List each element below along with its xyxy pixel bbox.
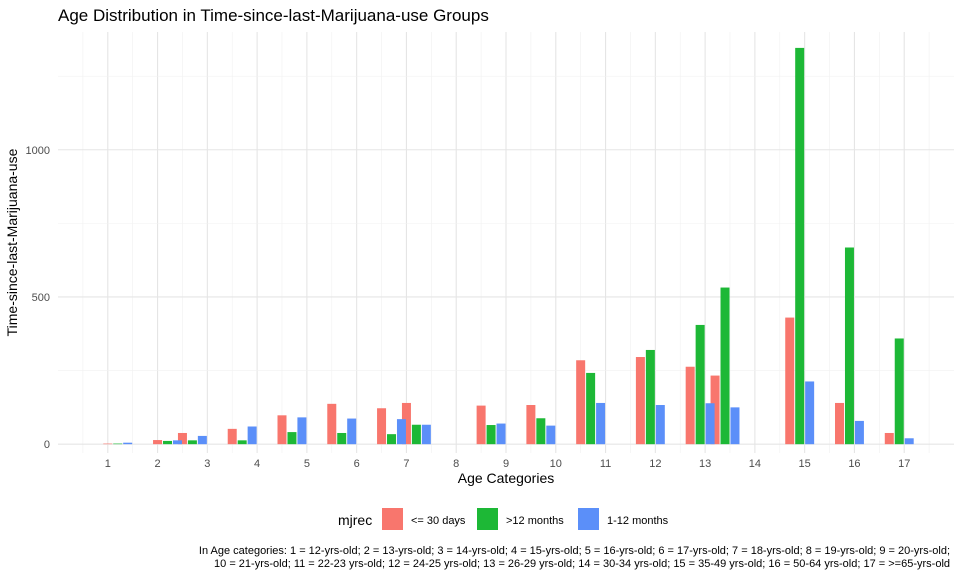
bar (387, 434, 397, 445)
x-tick-label: 6 (354, 458, 360, 470)
x-tick-label: 13 (699, 458, 711, 470)
bar (113, 443, 123, 445)
bar (894, 338, 904, 445)
bar (586, 372, 596, 445)
bar (695, 324, 705, 445)
bar (730, 407, 740, 445)
bar (844, 247, 854, 445)
legend-label: 1-12 months (607, 515, 669, 527)
bar (645, 349, 655, 445)
bar (486, 425, 496, 445)
legend: mjrec <= 30 days >12 months 1-12 months (338, 508, 669, 530)
bar (421, 424, 431, 445)
bar (496, 423, 506, 445)
x-tick-label: 3 (204, 458, 210, 470)
caption-line: In Age categories: 1 = 12-yrs-old; 2 = 1… (199, 545, 950, 557)
x-tick-label: 2 (154, 458, 160, 470)
x-tick-label: 5 (304, 458, 310, 470)
bar (411, 424, 421, 445)
legend-swatch (477, 508, 498, 530)
legend-label: <= 30 days (411, 515, 466, 527)
x-tick-label: 11 (600, 458, 611, 470)
gridlines (58, 32, 954, 453)
bar (401, 402, 411, 445)
bar (123, 442, 133, 445)
x-tick-label: 9 (503, 458, 509, 470)
bar (854, 420, 864, 445)
x-axis-ticks: 1 2 3 4 5 6 7 8 9 10 11 12 13 14 15 16 17 (105, 458, 911, 470)
legend-swatch (382, 508, 403, 530)
caption-line: 10 = 21-yrs-old; 11 = 22-23 yrs-old; 12 … (214, 558, 950, 570)
legend-title: mjrec (338, 512, 372, 528)
bar (536, 418, 546, 445)
bar (177, 432, 187, 445)
bar (904, 438, 914, 445)
x-tick-label: 7 (403, 458, 409, 470)
bar (163, 440, 173, 445)
y-axis-ticks: 0 500 1000 (26, 145, 50, 451)
bars (103, 47, 914, 445)
bar (884, 432, 894, 445)
bar (247, 426, 257, 445)
x-tick-label: 17 (898, 458, 910, 470)
bar (596, 402, 606, 445)
x-axis-label: Age Categories (458, 470, 555, 486)
bar (347, 418, 357, 445)
x-tick-label: 4 (254, 458, 260, 470)
bar (187, 440, 197, 445)
bar (635, 357, 645, 445)
bar (546, 425, 556, 445)
bar (795, 47, 805, 445)
chart-title: Age Distribution in Time-since-last-Mari… (58, 6, 489, 25)
bar (710, 375, 720, 445)
bar (685, 366, 695, 445)
bar (103, 443, 113, 445)
bar (576, 360, 586, 445)
legend-swatch (578, 508, 599, 530)
bar (720, 287, 730, 445)
bar (655, 405, 665, 445)
bar (297, 417, 307, 445)
y-tick-label: 1000 (26, 145, 50, 157)
y-tick-label: 500 (32, 292, 50, 304)
x-tick-label: 10 (550, 458, 562, 470)
y-tick-label: 0 (44, 439, 50, 451)
x-tick-label: 16 (848, 458, 860, 470)
bar (526, 405, 536, 445)
bar (172, 440, 182, 445)
bar (785, 317, 795, 445)
x-tick-label: 15 (799, 458, 811, 470)
x-tick-label: 1 (105, 458, 111, 470)
bar (277, 415, 287, 445)
bar (805, 381, 815, 445)
bar (396, 419, 406, 445)
x-tick-label: 14 (749, 458, 761, 470)
caption: In Age categories: 1 = 12-yrs-old; 2 = 1… (199, 545, 950, 570)
bar (287, 432, 297, 445)
bar (237, 440, 247, 445)
bar (835, 402, 845, 445)
x-tick-label: 12 (649, 458, 661, 470)
x-tick-label: 8 (453, 458, 459, 470)
bar (153, 440, 163, 445)
bar (377, 408, 387, 445)
legend-label: >12 months (506, 515, 564, 527)
y-axis-label: Time-since-last-Marijuana-use (4, 148, 20, 336)
bar (327, 403, 337, 445)
bar (705, 403, 715, 445)
bar (227, 428, 237, 445)
bar (197, 435, 207, 445)
bar (476, 405, 486, 445)
bar (337, 432, 347, 445)
